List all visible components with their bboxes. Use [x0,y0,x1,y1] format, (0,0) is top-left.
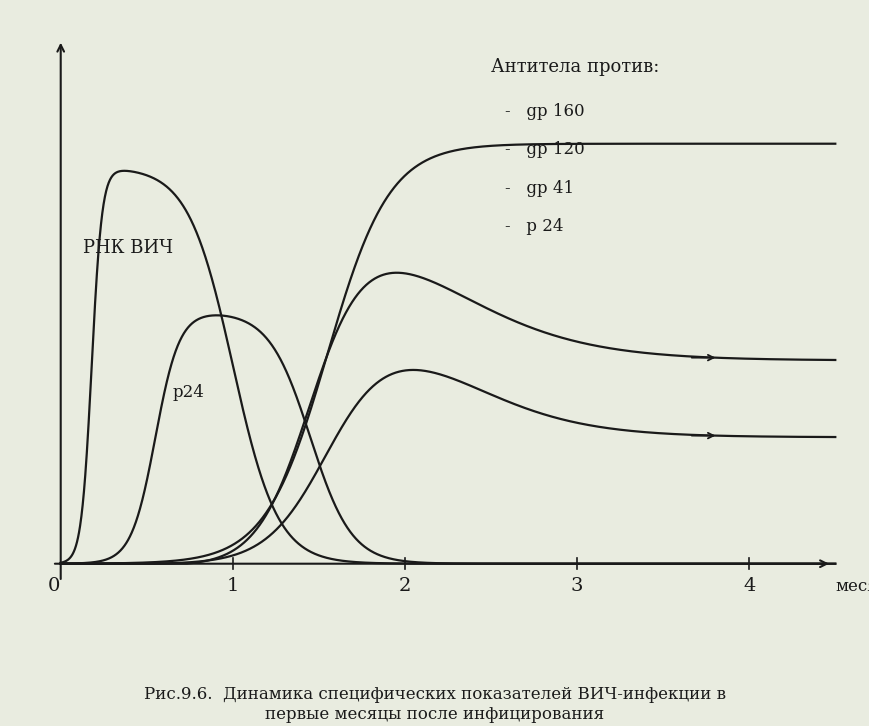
Text: -   gp 41: - gp 41 [504,180,574,197]
Text: 1: 1 [227,577,239,595]
Text: Антитела против:: Антитела против: [490,58,659,76]
Text: -   gp 120: - gp 120 [504,142,584,158]
Text: РНК ВИЧ: РНК ВИЧ [83,239,173,256]
Text: Рис.9.6.  Динамика специфических показателей ВИЧ-инфекции в
первые месяцы после : Рис.9.6. Динамика специфических показате… [143,686,726,722]
Text: -   gp 160: - gp 160 [504,103,584,120]
Text: 3: 3 [570,577,583,595]
Text: 0: 0 [48,577,60,595]
Text: 2: 2 [398,577,411,595]
Text: -   p 24: - p 24 [504,219,562,235]
Text: месяцы: месяцы [834,577,869,595]
Text: 4: 4 [742,577,754,595]
Text: p24: p24 [172,383,204,401]
